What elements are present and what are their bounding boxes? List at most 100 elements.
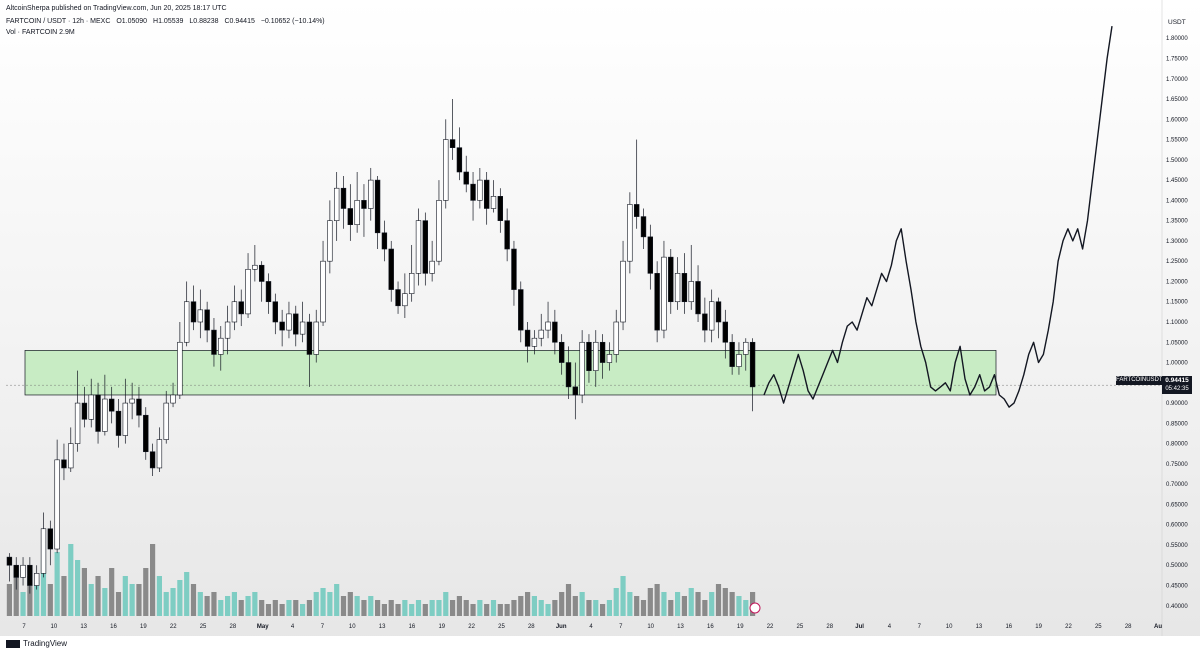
candle-body — [156, 439, 163, 469]
candle-body — [368, 179, 374, 209]
volume-bar — [640, 600, 647, 616]
volume-bar — [61, 576, 67, 616]
volume-bar — [211, 592, 217, 616]
volume-bar — [102, 588, 108, 616]
candle-body — [95, 394, 101, 432]
y-tick-label: 0.65000 — [1166, 502, 1188, 508]
volume-bar — [688, 588, 694, 616]
tradingview-logo[interactable]: TradingView — [6, 639, 67, 648]
y-tick-label: 1.20000 — [1166, 279, 1188, 285]
x-tick-label: 7 — [22, 624, 26, 630]
candle-body — [729, 341, 735, 367]
candle-body — [108, 398, 115, 412]
candle-body — [299, 321, 306, 335]
candle-body — [327, 220, 333, 262]
candle-body — [136, 398, 142, 416]
volume-bar — [75, 560, 81, 616]
volume-bar — [204, 596, 210, 616]
x-tick-label: 22 — [1065, 624, 1072, 630]
volume-bar — [395, 604, 401, 616]
volume-bar — [115, 592, 122, 616]
candle-body — [545, 321, 551, 331]
volume-bar — [361, 600, 367, 616]
candle-body — [470, 183, 476, 201]
x-tick-label: 16 — [409, 624, 416, 630]
volume-bar — [334, 584, 340, 616]
candle-body — [354, 200, 360, 226]
tradingview-logo-text: TradingView — [23, 639, 68, 648]
volume-bar — [743, 600, 749, 616]
candle-body — [681, 273, 688, 303]
volume-bar — [34, 580, 40, 616]
y-tick-label: 1.75000 — [1166, 56, 1188, 62]
x-tick-label: 19 — [438, 624, 445, 630]
x-tick-label: 4 — [291, 624, 295, 630]
ohlc-high: H1.05539 — [153, 18, 184, 25]
candle-body — [402, 293, 408, 307]
volume-bar — [340, 596, 347, 616]
candle-body — [593, 341, 599, 371]
y-tick-label: 0.55000 — [1166, 543, 1188, 549]
candle-body — [122, 402, 129, 436]
volume-bar — [600, 604, 606, 616]
volume-label[interactable]: Vol · FARTCOIN 2.9M — [6, 29, 75, 36]
candle-body — [490, 196, 497, 209]
volume-bar — [300, 604, 306, 616]
volume-bar — [20, 592, 26, 616]
candle-body — [258, 264, 265, 282]
candle-body — [13, 564, 19, 578]
publisher-line: AltcoinSherpa published on TradingView.c… — [6, 5, 231, 12]
y-tick-label: 1.35000 — [1166, 219, 1188, 225]
volume-bar — [436, 600, 442, 616]
symbol-price-tag: FARTCOINUSDT — [1116, 376, 1163, 385]
volume-bar — [470, 604, 476, 616]
x-tick-label: 19 — [140, 624, 147, 630]
volume-bar — [715, 584, 722, 616]
axis-currency[interactable]: USDT — [1168, 19, 1186, 26]
candle-body — [340, 187, 347, 209]
x-tick-label: 28 — [1125, 624, 1132, 630]
candle-body — [265, 281, 272, 303]
candle-body — [47, 528, 54, 550]
candle-body — [81, 402, 88, 420]
volume-bar — [627, 592, 633, 616]
volume-bar — [402, 600, 408, 616]
y-tick-label: 1.10000 — [1166, 320, 1188, 326]
volume-bar — [429, 600, 435, 616]
volume-bar — [286, 600, 292, 616]
candle-body — [361, 200, 367, 209]
volume-bar — [422, 604, 428, 616]
candle-body — [211, 329, 217, 355]
support-zone — [24, 350, 997, 396]
volume-bar — [293, 600, 299, 616]
candle-body — [429, 260, 435, 274]
volume-bar — [450, 600, 456, 616]
volume-bar — [136, 584, 142, 616]
volume-bar — [190, 584, 197, 616]
volume-bar — [497, 604, 503, 616]
volume-bar — [13, 568, 19, 616]
y-tick-label: 0.50000 — [1166, 563, 1188, 569]
volume-bar — [177, 580, 183, 616]
candle-body — [449, 139, 456, 148]
candle-body — [477, 179, 483, 201]
x-tick-label: May — [257, 624, 269, 630]
candle-body — [538, 329, 544, 339]
y-tick-label: 1.80000 — [1166, 36, 1188, 42]
volume-bar — [443, 592, 449, 616]
candle-body — [74, 402, 81, 444]
x-tick-label: 10 — [349, 624, 356, 630]
ohlc-close: C0.94415 — [224, 18, 255, 25]
symbol-name[interactable]: FARTCOIN / USDT · 12h · MEXC — [6, 18, 111, 25]
candle-body — [599, 341, 606, 363]
x-tick-label: 4 — [888, 624, 892, 630]
volume-bar — [109, 568, 115, 616]
candle-body — [231, 301, 238, 323]
candle-body — [286, 313, 292, 331]
volume-bar — [6, 584, 12, 616]
candle-body — [381, 232, 388, 250]
candle-body — [279, 321, 285, 331]
candle-body — [572, 386, 579, 396]
